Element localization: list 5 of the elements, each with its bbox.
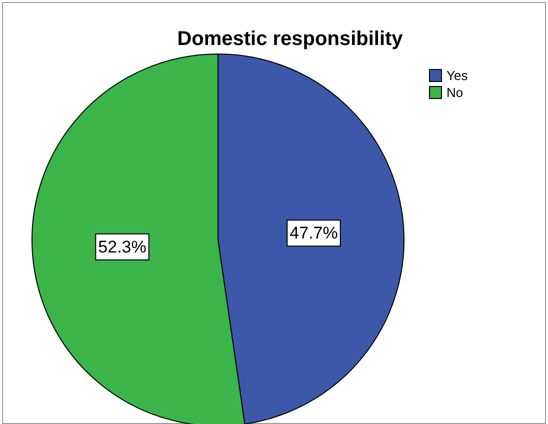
chart-title: Domestic responsibility <box>177 28 404 50</box>
legend-label: No <box>446 85 464 100</box>
data-label: 52.3% <box>98 237 146 256</box>
data-label: 47.7% <box>290 224 338 243</box>
legend-label: Yes <box>446 68 468 83</box>
